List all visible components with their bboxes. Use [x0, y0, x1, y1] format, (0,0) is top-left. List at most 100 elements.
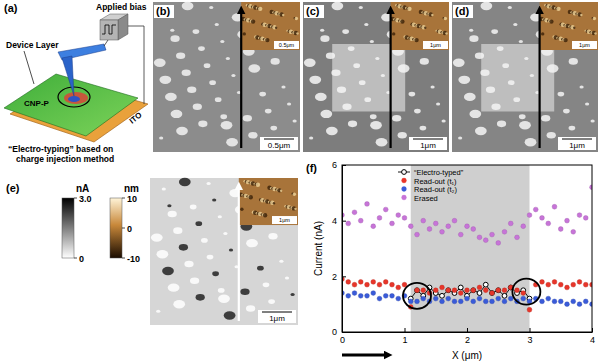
inset-texture	[414, 38, 418, 42]
data-point	[515, 235, 520, 240]
texture	[519, 121, 531, 129]
texture	[220, 40, 224, 43]
data-point	[571, 229, 576, 234]
inset-texture	[265, 38, 269, 42]
legend: “Electro-typed”Read-out (t₁)Read-out (t₂…	[398, 168, 464, 203]
data-point	[565, 285, 570, 290]
texture	[436, 102, 440, 105]
written-square	[481, 44, 554, 112]
data-point	[521, 291, 526, 296]
data-point	[502, 288, 507, 293]
y-tick-label: 2	[332, 272, 337, 282]
inset	[241, 2, 300, 50]
inset-scale-bar-bg	[274, 41, 299, 49]
texture	[204, 63, 211, 68]
data-point	[446, 288, 451, 293]
texture	[246, 239, 258, 247]
inset-texture	[419, 10, 423, 14]
texture	[173, 300, 185, 308]
inset-texture	[428, 12, 432, 16]
inset-texture	[275, 27, 277, 29]
schematic: Applied biasDevice LayerCNP-PITO“Electro…	[4, 2, 148, 164]
legend-marker	[402, 178, 407, 183]
texture	[293, 120, 297, 123]
y-tick	[342, 165, 346, 166]
plot-frame	[342, 165, 592, 332]
texture	[248, 132, 257, 139]
data-point	[477, 296, 482, 301]
x-tick-group: 1	[402, 328, 407, 345]
inset-scale-bar-label: 0.5μm	[279, 42, 295, 48]
texture	[524, 57, 528, 60]
afm-image: 1μm1μm	[150, 178, 298, 325]
data-point	[521, 296, 526, 301]
inset-texture	[397, 4, 401, 8]
data-point	[508, 221, 513, 226]
scale-bar-label: 1μm	[569, 141, 585, 150]
texture	[221, 121, 233, 129]
inset-texture	[287, 205, 291, 209]
data-point	[527, 213, 532, 218]
inset-texture	[593, 17, 596, 20]
data-point	[440, 229, 445, 234]
inset-texture	[289, 30, 293, 34]
texture	[215, 23, 219, 26]
texture	[502, 63, 509, 68]
image-background	[153, 2, 300, 152]
inset-texture	[243, 32, 246, 35]
x-tick-group: 3	[527, 328, 532, 345]
inset-texture	[573, 11, 577, 15]
texture	[469, 35, 478, 42]
scale-bar-bg	[258, 310, 296, 323]
texture	[198, 121, 207, 128]
inset-texture	[412, 22, 416, 26]
texture	[491, 29, 498, 34]
texture	[229, 249, 233, 252]
colorbar-tick	[122, 198, 125, 199]
texture	[591, 120, 595, 123]
panel-label: (c)	[306, 5, 320, 17]
inset-texture	[272, 25, 276, 29]
data-point	[477, 285, 482, 290]
data-point	[415, 288, 420, 293]
texture	[558, 92, 565, 97]
data-point	[533, 207, 538, 212]
inset-texture	[262, 22, 266, 26]
probe-tip	[62, 56, 74, 96]
inset-scale-bar-label: 1μm	[279, 217, 290, 223]
inset-texture	[549, 19, 553, 23]
wire	[104, 40, 108, 46]
texture	[184, 261, 193, 268]
y-tick	[342, 332, 346, 333]
texture	[259, 92, 266, 97]
data-point	[540, 299, 545, 304]
y-tick-label: 4	[332, 216, 337, 226]
data-point	[546, 296, 551, 301]
x-tick-label: 4	[590, 335, 595, 345]
chart: 012340246Current (nA)X (μm)“Electro-type…	[313, 160, 595, 361]
inset-texture	[253, 211, 257, 215]
texture	[375, 57, 379, 60]
bias-box-side	[118, 14, 128, 40]
texture	[420, 126, 427, 131]
label: Applied bias	[96, 2, 147, 12]
inset-texture	[272, 187, 276, 191]
scan-arrow	[390, 10, 392, 148]
texture	[315, 93, 327, 101]
texture	[209, 80, 216, 85]
inset-texture	[407, 7, 411, 11]
inset-texture	[561, 22, 565, 26]
legend-marker	[402, 195, 407, 200]
inset-texture	[546, 4, 550, 8]
data-point	[371, 224, 376, 229]
caption: “Electro-typing” based on	[8, 144, 113, 154]
texture	[212, 199, 216, 202]
colorbar-tick-label: 10	[127, 194, 137, 204]
panel-label-bg	[154, 5, 174, 18]
texture	[420, 58, 429, 65]
scan-arrow	[240, 10, 242, 148]
data-point	[390, 282, 395, 287]
wire	[128, 26, 144, 104]
texture	[480, 2, 492, 10]
inset-texture	[265, 199, 269, 203]
